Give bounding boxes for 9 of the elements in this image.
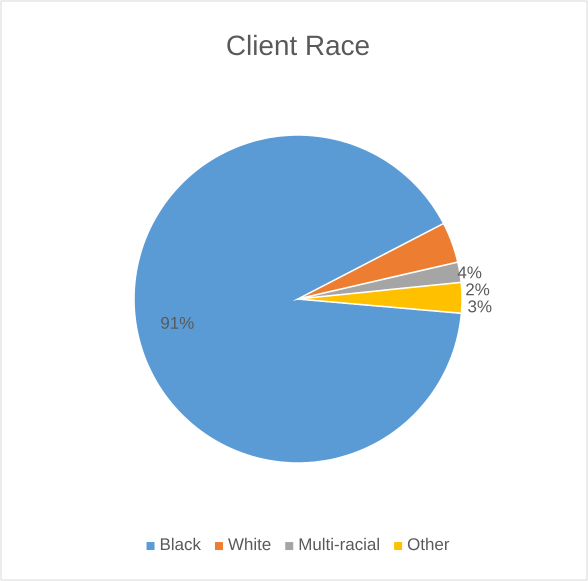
- legend-label: White: [228, 538, 270, 550]
- data-label: 91%: [161, 316, 194, 329]
- legend-label: Multi-racial: [300, 538, 379, 550]
- legend-label: Black: [160, 538, 201, 550]
- legend-label: Other: [408, 538, 450, 550]
- data-label: 4%: [458, 266, 482, 278]
- chart-title: Client Race: [227, 34, 369, 56]
- data-label: 3%: [468, 300, 492, 312]
- data-label: 2%: [466, 283, 490, 296]
